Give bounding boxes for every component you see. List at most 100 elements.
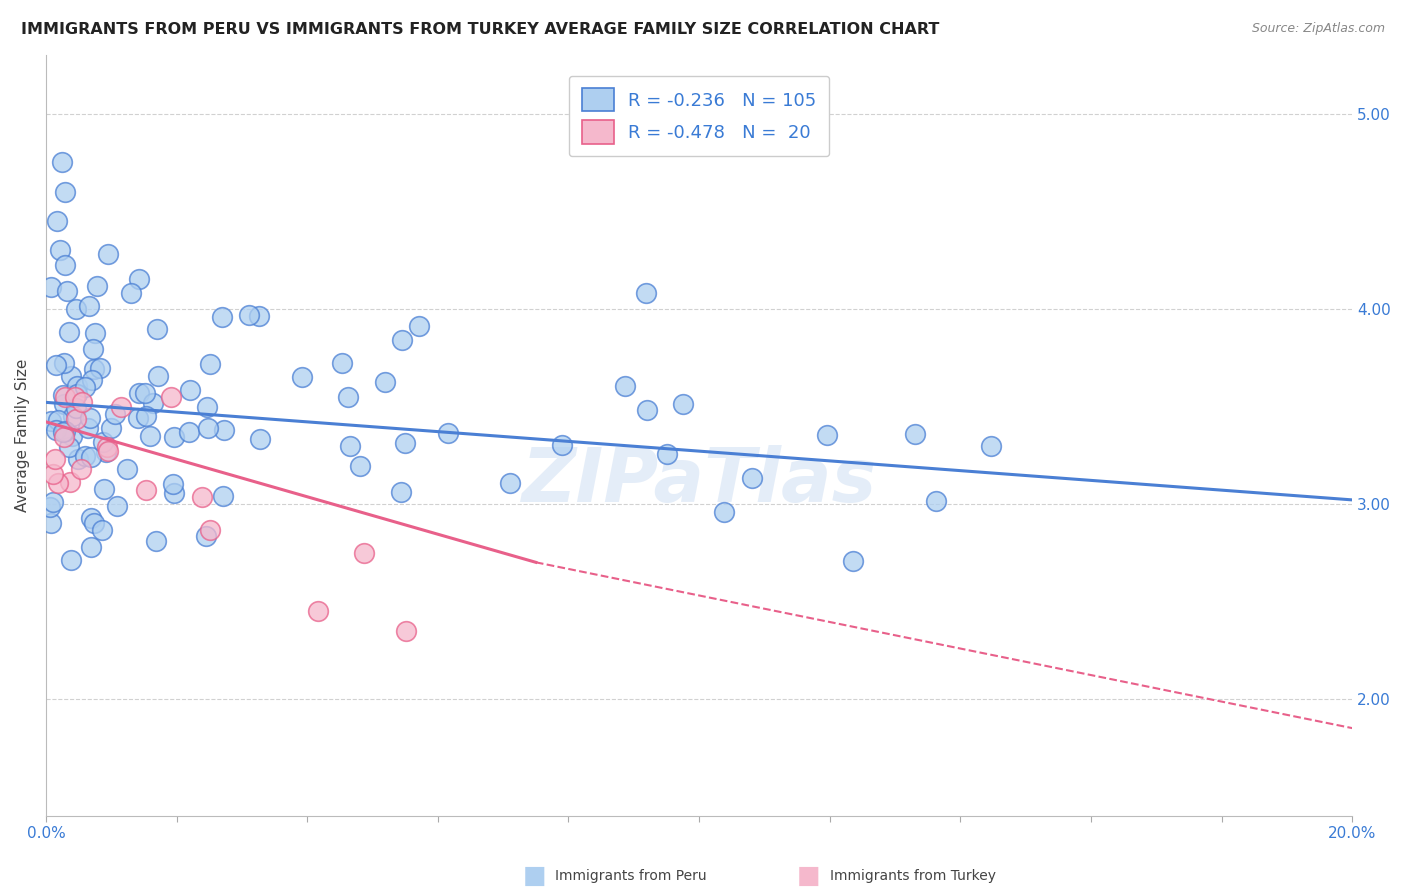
Point [353, 545, 375, 559]
Point [195, 529, 218, 543]
Point [499, 475, 522, 490]
Point [195, 400, 218, 414]
Point [139, 429, 162, 443]
Point [212, 489, 235, 503]
Point [69, 462, 91, 476]
Point [160, 390, 183, 404]
Text: IMMIGRANTS FROM PERU VS IMMIGRANTS FROM TURKEY AVERAGE FAMILY SIZE CORRELATION C: IMMIGRANTS FROM PERU VS IMMIGRANTS FROM … [21, 22, 939, 37]
Point [904, 427, 927, 442]
Point [146, 369, 169, 384]
Point [105, 499, 128, 513]
Point [83, 326, 105, 340]
Point [636, 402, 658, 417]
Point [77, 299, 100, 313]
Point [614, 379, 637, 393]
Point [741, 471, 763, 485]
Point [79, 540, 101, 554]
Point [211, 310, 233, 325]
Point [142, 396, 165, 410]
Point [97, 246, 120, 260]
Point [842, 554, 865, 568]
Point [291, 369, 314, 384]
Point [58, 326, 80, 340]
Text: Source: ZipAtlas.com: Source: ZipAtlas.com [1251, 22, 1385, 36]
Point [82, 373, 104, 387]
Point [374, 375, 396, 389]
Point [46, 214, 69, 228]
Point [145, 533, 167, 548]
Point [551, 438, 574, 452]
Point [100, 421, 122, 435]
Point [389, 484, 412, 499]
Point [162, 476, 184, 491]
Point [42, 495, 65, 509]
Point [330, 356, 353, 370]
Point [80, 450, 103, 464]
Point [51, 388, 73, 402]
Point [86, 278, 108, 293]
Legend: R = -0.236   N = 105, R = -0.478   N =  20: R = -0.236 N = 105, R = -0.478 N = 20 [569, 76, 830, 156]
Point [395, 624, 418, 638]
Point [96, 440, 118, 454]
Point [65, 412, 87, 426]
Point [70, 394, 93, 409]
Point [249, 432, 271, 446]
Point [59, 369, 82, 384]
Point [815, 428, 838, 442]
Point [44, 358, 66, 372]
Point [42, 467, 65, 481]
Point [58, 440, 80, 454]
Point [179, 425, 201, 440]
Point [97, 444, 120, 458]
Point [53, 185, 76, 199]
Point [925, 494, 948, 508]
Point [135, 483, 157, 497]
Point [60, 553, 83, 567]
Point [52, 397, 75, 411]
Point [391, 334, 413, 348]
Point [713, 505, 735, 519]
Point [59, 475, 82, 490]
Point [110, 400, 132, 414]
Point [46, 476, 69, 491]
Point [73, 380, 96, 394]
Point [53, 430, 76, 444]
Point [128, 272, 150, 286]
Text: Immigrants from Turkey: Immigrants from Turkey [830, 869, 995, 883]
Y-axis label: Average Family Size: Average Family Size [15, 359, 30, 512]
Point [51, 155, 73, 169]
Text: Immigrants from Peru: Immigrants from Peru [555, 869, 707, 883]
Point [120, 285, 142, 300]
Point [44, 452, 66, 467]
Point [339, 438, 361, 452]
Point [55, 390, 77, 404]
Point [91, 523, 114, 537]
Point [163, 430, 186, 444]
Point [66, 387, 89, 401]
Point [349, 459, 371, 474]
Point [75, 449, 97, 463]
Point [45, 423, 67, 437]
Point [127, 411, 149, 425]
Point [200, 523, 222, 537]
Point [135, 409, 157, 424]
Point [46, 413, 69, 427]
Point [408, 318, 430, 333]
Point [655, 447, 678, 461]
Point [39, 414, 62, 428]
Point [53, 425, 76, 439]
Point [52, 356, 75, 370]
Point [93, 482, 115, 496]
Point [65, 301, 87, 316]
Point [83, 362, 105, 376]
Point [104, 407, 127, 421]
Point [197, 420, 219, 434]
Point [65, 379, 87, 393]
Point [191, 490, 214, 504]
Point [212, 423, 235, 437]
Text: ■: ■ [523, 864, 546, 888]
Point [65, 390, 87, 404]
Point [307, 604, 329, 618]
Point [200, 358, 222, 372]
Point [41, 280, 63, 294]
